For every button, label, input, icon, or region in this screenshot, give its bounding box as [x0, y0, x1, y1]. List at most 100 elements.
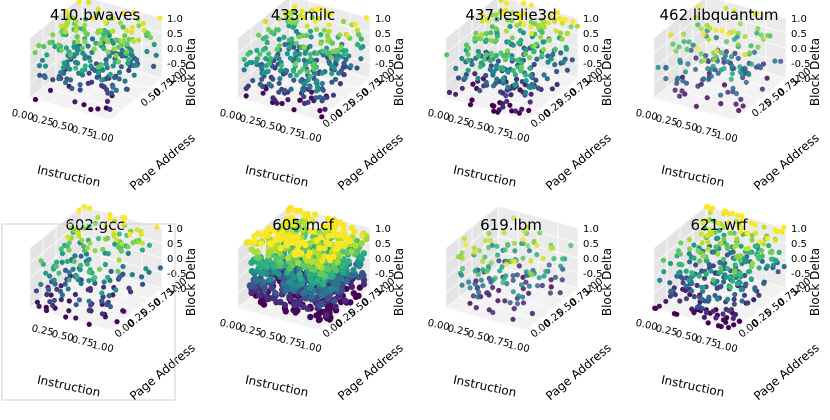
- data-point: [510, 316, 516, 322]
- x-tick-label: 0.25: [30, 323, 54, 338]
- data-point: [343, 278, 350, 285]
- data-point: [510, 277, 516, 283]
- data-point: [475, 284, 481, 290]
- data-point: [729, 54, 735, 60]
- data-point: [503, 93, 509, 99]
- data-point: [475, 294, 481, 300]
- data-point: [531, 48, 537, 54]
- data-point: [516, 40, 522, 46]
- data-point: [497, 268, 503, 274]
- data-point: [734, 236, 740, 242]
- data-point: [315, 6, 321, 12]
- data-point: [101, 284, 107, 290]
- data-point: [130, 240, 136, 246]
- data-point: [59, 259, 65, 265]
- data-point: [87, 240, 93, 246]
- data-point: [253, 277, 261, 284]
- data-point: [469, 61, 475, 68]
- data-point: [110, 63, 116, 69]
- data-point: [43, 307, 50, 314]
- data-point: [123, 86, 129, 92]
- data-point: [721, 279, 727, 285]
- data-point: [465, 57, 471, 63]
- data-point: [507, 300, 513, 306]
- data-point: [351, 228, 358, 235]
- data-point: [729, 63, 735, 69]
- z-tick-label: 0.5: [583, 239, 599, 250]
- data-point: [663, 65, 669, 71]
- data-point: [493, 26, 499, 32]
- data-point: [732, 244, 738, 250]
- data-point: [459, 85, 465, 91]
- data-point: [326, 273, 333, 280]
- data-point: [463, 242, 469, 248]
- data-point: [539, 52, 545, 59]
- data-point: [254, 47, 260, 54]
- data-point: [505, 69, 511, 75]
- data-point: [146, 269, 152, 275]
- data-point: [94, 11, 101, 17]
- x-axis-label: Instruction: [660, 373, 726, 400]
- data-point: [287, 72, 293, 79]
- data-point: [283, 216, 290, 223]
- data-point: [727, 230, 733, 236]
- data-point: [263, 263, 271, 270]
- data-point: [743, 79, 749, 85]
- data-point: [725, 31, 731, 37]
- data-point: [655, 64, 661, 70]
- data-point: [113, 37, 119, 43]
- data-point: [715, 235, 721, 241]
- data-point: [526, 290, 532, 296]
- data-point: [726, 274, 733, 280]
- x-tick-label: 1.00: [506, 340, 530, 355]
- data-point: [685, 61, 691, 67]
- data-point: [319, 292, 326, 299]
- data-point: [720, 311, 726, 317]
- data-point: [745, 245, 752, 252]
- data-point: [301, 44, 307, 50]
- data-point: [297, 69, 303, 75]
- data-point: [723, 39, 730, 45]
- data-point: [754, 30, 760, 36]
- data-point: [48, 292, 54, 298]
- data-point: [50, 77, 56, 83]
- data-point: [502, 298, 508, 304]
- data-point: [107, 71, 113, 77]
- data-point: [761, 224, 767, 230]
- data-point: [508, 92, 514, 98]
- data-point: [551, 256, 557, 262]
- data-point: [695, 22, 701, 28]
- data-point: [730, 315, 736, 321]
- data-point: [336, 70, 342, 76]
- y-axis-label: Page Address: [543, 341, 614, 404]
- data-point: [483, 79, 489, 85]
- data-point: [471, 245, 477, 251]
- data-point: [62, 281, 68, 287]
- data-point: [563, 46, 570, 52]
- data-point: [720, 256, 727, 262]
- data-point: [86, 70, 92, 76]
- z-tick-label: -1.0: [791, 284, 811, 295]
- x-axis-label: Instruction: [244, 373, 310, 400]
- data-point: [465, 51, 471, 57]
- data-point: [475, 75, 481, 81]
- data-point: [322, 48, 328, 54]
- data-point: [113, 287, 119, 293]
- data-point: [726, 308, 732, 314]
- data-point: [92, 248, 98, 254]
- data-point: [677, 298, 683, 304]
- data-point: [731, 296, 737, 302]
- points-4: [655, 4, 784, 114]
- data-point: [62, 79, 69, 86]
- z-tick-label: -0.5: [791, 269, 811, 280]
- data-point: [97, 266, 103, 272]
- data-point: [344, 32, 350, 38]
- data-point: [514, 272, 520, 278]
- data-point: [455, 75, 462, 81]
- data-point: [269, 285, 276, 292]
- z-tick-label: 0.0: [583, 44, 599, 55]
- data-point: [681, 31, 687, 37]
- y-axis-label: Page Address: [751, 131, 822, 194]
- data-point: [99, 311, 105, 317]
